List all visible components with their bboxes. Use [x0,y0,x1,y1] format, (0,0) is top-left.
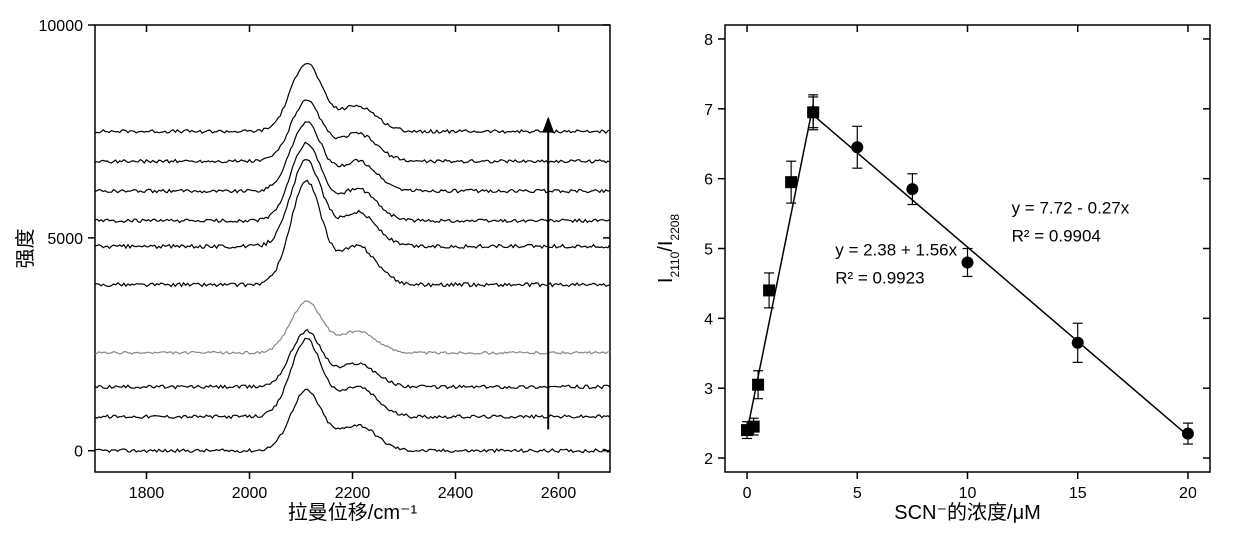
fit-equation-label: R² = 0.9904 [1012,227,1101,246]
right-chart-panel: 0 5 10 15 20 2 3 4 5 6 7 8 SCN⁻的浓度/μM I2110/I2208 y = … [650,10,1230,542]
data-point-circle [962,256,974,268]
y-tick-label: 4 [704,311,713,328]
y-tick-label: 5 [704,242,713,259]
y-tick-label: 3 [704,381,713,398]
x-tick-label: 1800 [129,485,165,502]
data-point-circle [1182,428,1194,440]
x-tick-label: 2400 [438,485,474,502]
x-tick-label: 5 [853,485,862,502]
x-tick-label: 0 [743,485,752,502]
x-tick-label: 2600 [541,485,577,502]
fit-equation-label: y = 7.72 - 0.27x [1012,199,1130,218]
calibration-curve-chart: 0 5 10 15 20 2 3 4 5 6 7 8 SCN⁻的浓度/μM I2110/I2208 y = … [650,10,1230,537]
x-tick-label: 2200 [335,485,371,502]
data-point-square [785,176,797,188]
x-tick-label: 15 [1069,485,1087,502]
data-point-circle [906,183,918,195]
raman-spectra-chart: 1800 2000 2200 2400 2600 0 5000 10000 拉曼位移/cm⁻¹ 强… [10,10,630,537]
data-point-square [752,379,764,391]
y-tick-label: 8 [704,32,713,49]
y-axis-label: 强度 [14,229,37,269]
y-tick-label: 10000 [39,18,84,35]
y-tick-label: 2 [704,451,713,468]
left-chart-panel: 1800 2000 2200 2400 2600 0 5000 10000 拉曼位移/cm⁻¹ 强… [10,10,630,542]
data-point-square [763,284,775,296]
x-axis-label: SCN⁻的浓度/μM [894,501,1041,524]
x-tick-label: 10 [959,485,977,502]
x-axis-label: 拉曼位移/cm⁻¹ [288,501,418,524]
y-axis-label: I2110/I2208 [655,214,682,284]
fit-equation-label: R² = 0.9923 [835,268,924,287]
y-tick-label: 7 [704,102,713,119]
data-point-circle [851,141,863,153]
y-tick-label: 6 [704,172,713,189]
x-tick-label: 2000 [232,485,268,502]
fit-equation-label: y = 2.38 + 1.56x [835,240,957,259]
x-tick-label: 20 [1179,485,1197,502]
data-point-circle [807,106,819,118]
data-point-square [748,421,760,433]
y-tick-label: 5000 [47,231,83,248]
y-tick-label: 0 [74,444,83,461]
data-point-circle [1072,337,1084,349]
